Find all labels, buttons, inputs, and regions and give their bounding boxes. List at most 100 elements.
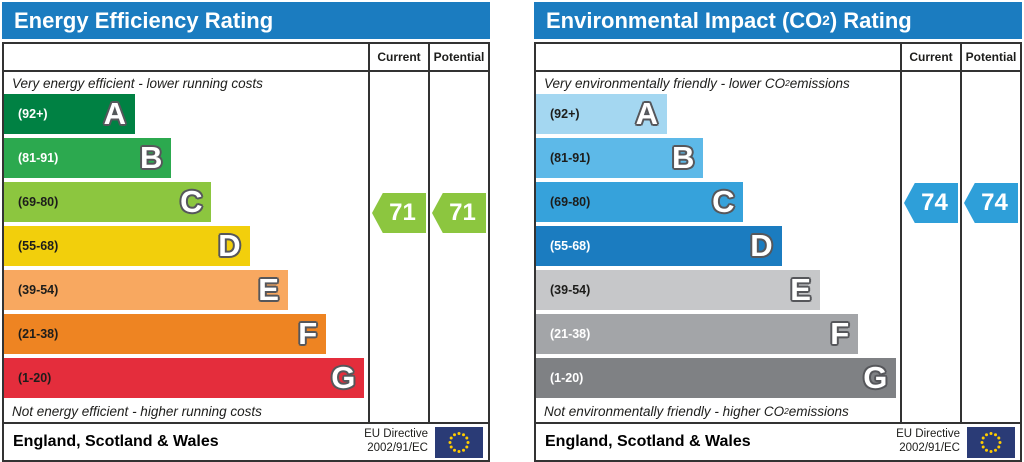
band-row: (1-20) G [536,358,900,398]
band-row: (1-20) G [4,358,368,398]
band-range-label: (69-80) [550,195,591,209]
environmental-impact-panel: Environmental Impact (CO 2) Rating Curren… [534,2,1022,462]
band-range-label: (21-38) [550,327,591,341]
band-row: (69-80) C [536,182,900,222]
potential-column: 71 [428,72,488,422]
potential-rating-value: 74 [981,189,1008,216]
band-range-label: (39-54) [550,283,591,297]
top-note-suffix: emissions [789,75,850,91]
potential-rating-arrow: 71 [432,193,486,233]
eu-directive-line1: EU Directive [896,428,960,441]
band-a: (92+) A [4,94,136,134]
band-g: (1-20) G [4,358,365,398]
band-row: (92+) A [536,94,900,134]
table-header-row: Current Potential [536,44,1020,72]
band-row: (21-38) F [4,314,368,354]
band-f: (21-38) F [536,314,859,354]
bands-container: (92+) A (81-91) B (69-80) C [4,94,368,400]
band-range-label: (39-54) [18,283,59,297]
band-f: (21-38) F [4,314,327,354]
band-e: (39-54) E [4,270,288,310]
panel-title-text: Energy Efficiency Rating [14,7,274,33]
current-column-header: Current [368,44,428,70]
bottom-note-text: Not environmentally friendly - higher CO [544,403,785,419]
rating-table: Current Potential Very environmentally f… [534,42,1022,462]
band-row: (69-80) C [4,182,368,222]
band-letter: F [830,316,850,351]
potential-column-header: Potential [428,44,488,70]
band-letter: G [331,360,356,395]
band-row: (55-68) D [536,226,900,266]
region-label: England, Scotland & Wales [545,433,751,450]
band-e: (39-54) E [536,270,820,310]
band-row: (92+) A [4,94,368,134]
current-rating-value: 74 [921,189,948,216]
band-range-label: (92+) [550,107,580,121]
header-spacer [4,44,368,70]
energy-efficiency-panel: Energy Efficiency Rating Current Potenti… [2,2,490,462]
top-note: Very energy efficient - lower running co… [4,72,368,94]
band-letter: C [180,184,203,219]
header-spacer [536,44,900,70]
table-header-row: Current Potential [4,44,488,72]
current-column: 74 [900,72,960,422]
band-letter: G [863,360,888,395]
bands-container: (92+) A (81-91) B (69-80) C [536,94,900,400]
eu-directive-text: EU Directive 2002/91/EC [896,428,960,456]
band-c: (69-80) C [536,182,744,222]
panel-title-co2: Environmental Impact (CO 2) Rating [534,2,1022,39]
current-column: 71 [368,72,428,422]
band-range-label: (55-68) [18,239,59,253]
current-rating-arrow: 74 [904,183,958,223]
band-letter: A [103,96,127,131]
top-note-text: Very energy efficient - lower running co… [12,75,263,91]
band-row: (21-38) F [536,314,900,354]
band-letter: E [258,272,279,307]
eu-directive-text: EU Directive 2002/91/EC [364,428,428,456]
panel-title-energy: Energy Efficiency Rating [2,2,490,39]
eu-directive-line2: 2002/91/EC [899,442,960,454]
band-letter: F [298,316,318,351]
bottom-note-text: Not energy efficient - higher running co… [12,403,262,419]
band-letter: D [750,228,773,263]
rating-table: Current Potential Very energy efficient … [2,42,490,462]
eu-flag-icon [967,426,1015,458]
rating-scale: Very environmentally friendly - lower CO… [536,72,900,422]
band-g: (1-20) G [536,358,897,398]
footer: England, Scotland & Wales EU Directive 2… [536,422,1020,460]
eu-directive-line1: EU Directive [364,428,428,441]
band-d: (55-68) D [536,226,782,266]
band-row: (81-91) B [4,138,368,178]
band-letter: C [712,184,735,219]
band-range-label: (69-80) [18,195,59,209]
eu-directive-line2: 2002/91/EC [367,442,428,454]
band-range-label: (92+) [18,107,48,121]
band-letter: E [790,272,811,307]
band-d: (55-68) D [4,226,250,266]
bottom-note: Not environmentally friendly - higher CO… [544,403,849,419]
band-b: (81-91) B [4,138,172,178]
band-b: (81-91) B [536,138,704,178]
band-range-label: (1-20) [18,371,52,385]
top-note-text: Very environmentally friendly - lower CO [544,75,786,91]
band-row: (39-54) E [536,270,900,310]
band-row: (55-68) D [4,226,368,266]
band-range-label: (21-38) [18,327,59,341]
panel-title-suffix: ) Rating [829,7,912,33]
table-body: Very environmentally friendly - lower CO… [536,72,1020,422]
current-column-header: Current [900,44,960,70]
band-range-label: (55-68) [550,239,591,253]
band-range-label: (81-91) [18,151,59,165]
bottom-note: Not energy efficient - higher running co… [4,400,368,422]
band-row: (39-54) E [4,270,368,310]
potential-column-header: Potential [960,44,1020,70]
region-label: England, Scotland & Wales [13,433,219,450]
panel-title-text: Environmental Impact (CO [546,7,823,33]
band-letter: B [672,140,695,175]
footer: England, Scotland & Wales EU Directive 2… [4,422,488,460]
band-range-label: (81-91) [550,151,591,165]
band-letter: B [140,140,163,175]
current-rating-value: 71 [389,199,416,226]
bottom-note-suffix: emissions [788,403,849,419]
